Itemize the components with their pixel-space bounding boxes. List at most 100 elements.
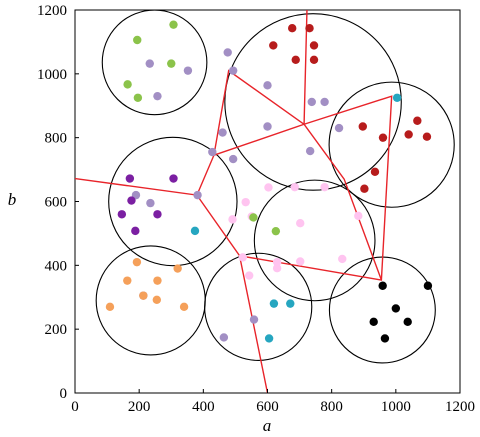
cluster-circle-2: [224, 13, 402, 191]
data-point: [238, 253, 247, 262]
y-tick-label: 1000: [37, 67, 67, 83]
data-point: [378, 281, 387, 290]
data-point: [370, 167, 380, 177]
data-point: [272, 264, 282, 273]
x-tick-label: 400: [192, 399, 215, 415]
y-tick-label: 0: [60, 386, 68, 402]
data-point: [378, 133, 388, 142]
data-point: [105, 302, 115, 312]
data-point: [133, 35, 142, 45]
data-point: [296, 219, 305, 228]
data-point: [169, 174, 178, 183]
data-point: [290, 182, 299, 192]
data-point: [403, 317, 412, 327]
red-line-3: [213, 95, 393, 281]
data-point: [369, 317, 378, 327]
data-point: [413, 116, 422, 125]
data-point: [391, 304, 401, 313]
data-point: [358, 122, 367, 131]
data-point: [271, 226, 281, 236]
data-point: [334, 123, 344, 133]
data-point: [380, 334, 390, 343]
data-point: [360, 184, 369, 193]
data-point: [219, 333, 229, 342]
data-point: [123, 80, 132, 89]
red-line-group: [75, 10, 393, 393]
data-point: [241, 197, 250, 207]
data-point: [288, 23, 297, 33]
data-point: [404, 130, 413, 139]
cluster-circle-1: [101, 10, 208, 116]
y-tick-label: 200: [45, 322, 68, 338]
red-line-4: [303, 123, 383, 281]
y-axis-label: b: [8, 190, 17, 209]
data-point: [153, 276, 162, 285]
data-point: [145, 59, 154, 68]
data-point: [127, 196, 136, 205]
data-point: [228, 66, 238, 75]
data-point: [272, 257, 282, 267]
data-point: [133, 93, 143, 102]
data-point: [228, 154, 238, 164]
data-point: [286, 299, 295, 308]
x-tick-label: 800: [320, 399, 343, 415]
data-point: [152, 295, 162, 305]
data-point: [309, 55, 319, 64]
y-tick-label: 1200: [37, 3, 67, 19]
x-tick-label: 200: [128, 399, 151, 415]
data-point: [131, 226, 140, 236]
data-point: [296, 257, 305, 266]
y-tick-label: 600: [45, 195, 68, 211]
data-point: [338, 254, 347, 264]
y-tick-label: 800: [45, 131, 68, 147]
data-point: [183, 66, 193, 75]
data-point: [153, 210, 162, 219]
data-point: [249, 315, 259, 324]
x-tick-label: 1200: [445, 399, 475, 415]
red-line-2: [196, 10, 308, 196]
data-point: [146, 198, 155, 208]
data-point: [173, 264, 182, 273]
data-point: [392, 93, 402, 102]
data-point: [193, 190, 202, 200]
data-point: [307, 97, 316, 107]
x-tick-group: 0 200 400 600 800 1000 1200: [71, 389, 475, 415]
data-point: [269, 299, 279, 308]
x-tick-label: 600: [256, 399, 279, 415]
data-point: [139, 291, 148, 300]
x-axis-label: a: [263, 416, 272, 435]
data-point: [263, 81, 272, 90]
data-point: [320, 97, 329, 107]
data-point: [264, 334, 274, 343]
data-point: [190, 226, 200, 236]
cluster-circle-3: [328, 81, 455, 208]
data-point: [305, 23, 314, 33]
data-point: [309, 41, 319, 50]
data-point: [153, 91, 162, 101]
data-point: [169, 20, 178, 29]
x-tick-label: 1000: [381, 399, 411, 415]
data-point: [269, 41, 278, 50]
data-point: [123, 276, 132, 285]
data-point: [223, 48, 232, 57]
cluster-circle-5: [253, 179, 376, 302]
data-point: [422, 132, 432, 141]
data-point: [208, 147, 217, 157]
data-point: [125, 174, 135, 183]
data-point: [218, 128, 227, 137]
point-group: [105, 20, 433, 343]
data-point: [263, 122, 272, 131]
cluster-circle-7: [204, 252, 313, 361]
data-point: [305, 146, 315, 156]
data-point: [132, 257, 142, 267]
data-point: [179, 302, 189, 312]
data-point: [117, 210, 127, 219]
data-point: [167, 59, 176, 68]
data-point: [228, 215, 237, 224]
y-tick-group: 0 200 400 600 800 1000 1200: [37, 3, 79, 402]
data-point: [264, 183, 273, 192]
data-point: [320, 182, 329, 192]
x-tick-label: 0: [71, 399, 79, 415]
data-point: [423, 281, 433, 290]
